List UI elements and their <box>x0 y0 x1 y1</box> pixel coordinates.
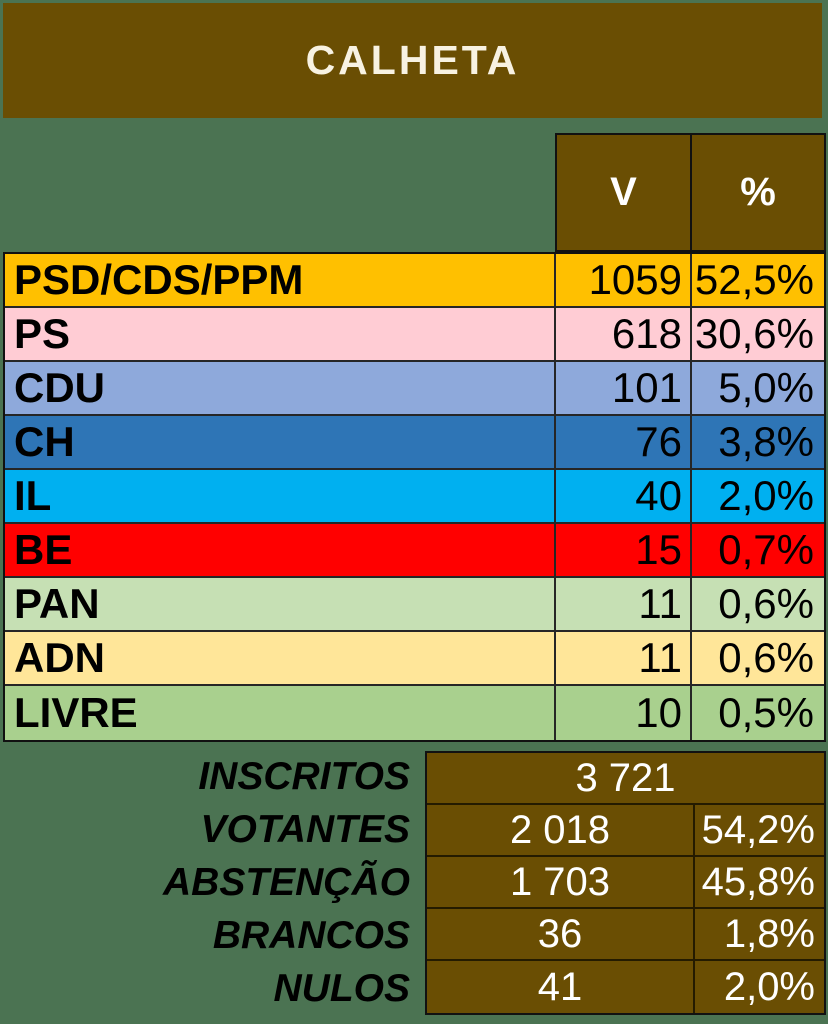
party-name: ADN <box>14 634 105 681</box>
party-votes: 618 <box>554 308 690 360</box>
title-bar: CALHETA <box>3 3 822 118</box>
summary-row-brancos: 36 1,8% <box>427 909 824 961</box>
label-brancos: BRANCOS <box>212 913 410 957</box>
summary-value: 36 <box>537 911 583 956</box>
summary-row-votantes: 2 018 54,2% <box>427 805 824 857</box>
table-row-be: BE 15 0,7% <box>5 524 824 578</box>
party-name: IL <box>14 472 52 519</box>
table-row-pan: PAN 11 0,6% <box>5 578 824 632</box>
party-votes: 11 <box>554 632 690 684</box>
table-row-adn: ADN 11 0,6% <box>5 632 824 686</box>
summary-value: 3 721 <box>575 755 676 800</box>
summary-percent: 45,8% <box>693 857 824 907</box>
table-row-il: IL 40 2,0% <box>5 470 824 524</box>
party-name: CH <box>14 418 75 465</box>
summary-value: 2 018 <box>509 807 611 852</box>
table-row-ps: PS 618 30,6% <box>5 308 824 362</box>
party-votes: 1059 <box>554 254 690 306</box>
party-percent: 52,5% <box>690 254 824 306</box>
page-title: CALHETA <box>305 37 520 83</box>
party-votes: 76 <box>554 416 690 468</box>
party-percent: 30,6% <box>690 308 824 360</box>
table-row-ch: CH 76 3,8% <box>5 416 824 470</box>
party-name: PAN <box>14 580 100 627</box>
party-percent: 3,8% <box>690 416 824 468</box>
table-row-livre: LIVRE 10 0,5% <box>5 686 824 740</box>
party-votes: 10 <box>554 686 690 740</box>
summary-percent: 2,0% <box>693 961 824 1013</box>
label-abstencao: ABSTENÇÃO <box>162 860 410 904</box>
party-votes: 15 <box>554 524 690 576</box>
summary-labels: INSCRITOS VOTANTES ABSTENÇÃO BRANCOS NUL… <box>0 751 410 1015</box>
label-votantes: VOTANTES <box>200 808 410 852</box>
label-nulos: NULOS <box>273 966 411 1010</box>
percent-column-header: % <box>740 170 776 214</box>
summary-percent: 54,2% <box>693 805 824 855</box>
party-percent: 2,0% <box>690 470 824 522</box>
party-votes: 40 <box>554 470 690 522</box>
party-name: PSD/CDS/PPM <box>14 256 304 303</box>
summary-value: 41 <box>537 964 583 1009</box>
party-percent: 0,6% <box>690 578 824 630</box>
summary-value: 1 703 <box>509 859 611 904</box>
label-inscritos: INSCRITOS <box>198 755 410 799</box>
party-name: BE <box>14 526 73 573</box>
party-name: CDU <box>14 364 105 411</box>
table-row-psd-cds-ppm: PSD/CDS/PPM 1059 52,5% <box>5 254 824 308</box>
party-percent: 0,5% <box>690 686 824 740</box>
party-percent: 5,0% <box>690 362 824 414</box>
table-row-cdu: CDU 101 5,0% <box>5 362 824 416</box>
party-votes: 11 <box>554 578 690 630</box>
party-percent: 0,6% <box>690 632 824 684</box>
party-name: LIVRE <box>14 689 138 736</box>
column-header: V % <box>555 133 826 252</box>
party-percent: 0,7% <box>690 524 824 576</box>
party-votes: 101 <box>554 362 690 414</box>
votes-column-header: V <box>557 135 692 250</box>
party-name: PS <box>14 310 71 357</box>
summary-table: 3 721 2 018 54,2% 1 703 45,8% 36 1,8% 41… <box>425 751 826 1015</box>
summary-row-abstencao: 1 703 45,8% <box>427 857 824 909</box>
summary-row-inscritos: 3 721 <box>427 753 824 805</box>
summary-percent: 1,8% <box>693 909 824 959</box>
summary-row-nulos: 41 2,0% <box>427 961 824 1013</box>
party-results-table: PSD/CDS/PPM 1059 52,5% PS 618 30,6% CDU … <box>3 252 826 742</box>
